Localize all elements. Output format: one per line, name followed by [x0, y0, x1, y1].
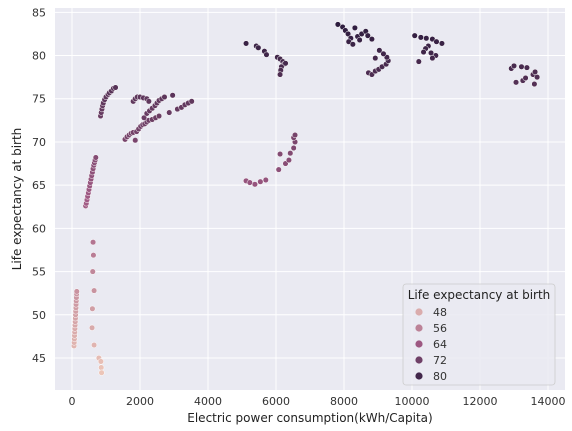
data-point: [534, 74, 541, 81]
x-tick-label: 4000: [194, 395, 222, 408]
data-point: [188, 98, 195, 105]
data-point: [89, 268, 96, 275]
data-point: [243, 40, 250, 47]
data-point: [262, 176, 269, 184]
legend-title: Life expectancy at birth: [408, 288, 551, 302]
legend-label: 48: [433, 306, 447, 319]
data-point: [98, 364, 105, 371]
legend-marker: [415, 372, 423, 380]
y-tick-label: 65: [32, 179, 46, 192]
data-point: [285, 157, 292, 164]
data-point: [423, 35, 430, 42]
data-point: [291, 131, 299, 139]
y-tick-label: 75: [32, 93, 46, 106]
x-tick-label: 14000: [531, 395, 566, 408]
data-point: [145, 98, 152, 105]
data-point: [368, 36, 375, 43]
data-point: [290, 144, 297, 152]
data-point: [91, 287, 98, 294]
data-point: [532, 68, 539, 76]
data-point: [287, 150, 294, 157]
data-point: [282, 60, 289, 67]
data-point: [277, 151, 284, 158]
data-point: [166, 109, 173, 116]
data-point: [420, 49, 427, 56]
data-point: [132, 137, 139, 144]
data-point: [112, 84, 119, 91]
legend-marker: [415, 324, 423, 332]
x-tick-label: 6000: [262, 395, 290, 408]
y-tick-labels: 45 50 55 60 65 70 75 80 85: [32, 6, 46, 365]
x-tick-label: 8000: [330, 395, 358, 408]
data-point: [345, 30, 352, 37]
data-point: [255, 44, 262, 51]
data-point: [257, 178, 264, 185]
data-point: [522, 74, 529, 82]
data-point: [141, 114, 148, 121]
data-point: [90, 239, 97, 246]
data-point: [246, 179, 253, 186]
data-point: [91, 342, 98, 349]
data-point: [334, 21, 341, 28]
data-point: [372, 55, 379, 62]
y-tick-label: 45: [32, 352, 46, 365]
data-point: [169, 92, 176, 99]
data-point: [531, 81, 538, 88]
data-point: [97, 358, 104, 365]
legend-label: 64: [433, 338, 447, 351]
x-tick-label: 0: [69, 395, 76, 408]
data-point: [438, 40, 445, 47]
data-point: [263, 51, 270, 58]
data-point: [380, 50, 387, 57]
x-tick-labels: 0 2000 4000 6000 8000 10000 12000 14000: [69, 395, 566, 408]
y-tick-label: 85: [32, 6, 46, 19]
y-tick-label: 55: [32, 266, 46, 279]
data-point: [98, 369, 105, 376]
data-point: [356, 36, 363, 44]
legend: Life expectancy at birth 48 56 64 72 80: [402, 283, 556, 386]
data-point: [155, 112, 163, 120]
data-point: [277, 71, 284, 78]
legend-label: 80: [433, 370, 447, 383]
data-point: [89, 324, 96, 331]
data-point: [364, 32, 371, 39]
data-point: [351, 24, 358, 31]
data-point: [411, 32, 418, 39]
legend-marker: [415, 356, 423, 364]
data-point: [90, 252, 97, 259]
legend-marker: [415, 308, 423, 316]
data-point: [417, 34, 424, 41]
legend-label: 72: [433, 354, 447, 367]
data-point: [89, 305, 96, 312]
data-point: [275, 166, 282, 173]
data-point: [376, 47, 383, 54]
x-tick-label: 2000: [126, 395, 154, 408]
y-tick-label: 80: [32, 50, 46, 63]
legend-marker: [415, 340, 423, 348]
legend-entries: 48 56 64 72 80: [415, 306, 447, 383]
x-tick-label: 12000: [463, 395, 498, 408]
data-point: [518, 63, 525, 70]
data-point: [73, 288, 80, 295]
data-point: [415, 58, 422, 65]
x-tick-label: 10000: [395, 395, 430, 408]
y-tick-label: 60: [32, 222, 46, 235]
legend-label: 56: [433, 322, 447, 335]
data-point: [349, 41, 356, 48]
legend-box: [402, 283, 556, 386]
data-point: [510, 62, 518, 69]
data-point: [251, 181, 258, 188]
y-tick-label: 50: [32, 309, 46, 322]
data-point: [92, 154, 99, 161]
data-points: [70, 21, 541, 376]
x-axis-label: Electric power consumption(kWh/Capita): [187, 411, 432, 425]
data-point: [512, 79, 520, 86]
y-axis-label: Life expectancy at birth: [10, 128, 24, 271]
data-point: [433, 38, 440, 45]
y-tick-label: 70: [32, 136, 46, 149]
data-point: [161, 93, 168, 101]
data-point: [523, 64, 530, 71]
data-point: [429, 55, 436, 62]
